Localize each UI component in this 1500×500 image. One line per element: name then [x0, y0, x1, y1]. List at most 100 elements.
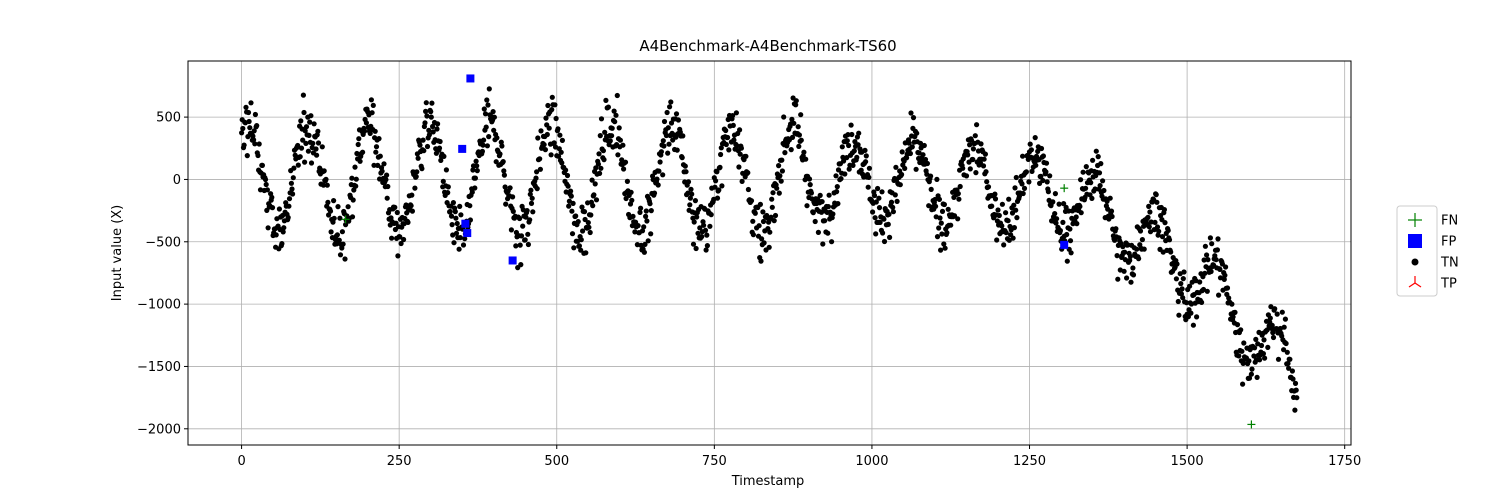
- tn-point: [759, 236, 765, 242]
- tn-point: [438, 157, 444, 163]
- tn-point: [1003, 230, 1009, 236]
- tn-point: [777, 173, 783, 179]
- tn-point: [384, 195, 390, 201]
- tn-point: [673, 111, 680, 117]
- tn-point: [424, 113, 430, 119]
- tn-point: [1067, 226, 1073, 232]
- tn-point: [458, 212, 464, 218]
- tn-point: [972, 133, 978, 139]
- tn-point: [769, 204, 775, 210]
- tn-point: [1165, 227, 1171, 234]
- tn-point: [549, 107, 555, 113]
- tn-point: [518, 262, 524, 268]
- tn-point: [865, 184, 871, 190]
- tn-point: [1159, 234, 1166, 240]
- tn-point: [602, 129, 608, 135]
- tn-point: [462, 236, 468, 242]
- tn-point: [1241, 340, 1247, 346]
- tn-point: [481, 137, 487, 143]
- tn-point: [624, 178, 631, 184]
- tn-point: [1230, 314, 1236, 320]
- tn-point: [587, 229, 593, 236]
- tn-point: [872, 215, 878, 221]
- tn-point: [354, 150, 360, 157]
- tn-point: [305, 148, 311, 154]
- tn-point: [1229, 301, 1235, 307]
- y-tick-label: 500: [156, 111, 181, 126]
- tn-point: [1121, 268, 1127, 274]
- tn-point: [276, 206, 282, 212]
- tn-point: [1153, 192, 1159, 198]
- tn-point: [597, 133, 603, 139]
- tn-point: [367, 130, 373, 136]
- tn-point: [454, 220, 460, 227]
- tn-point: [815, 229, 822, 235]
- tn-point: [522, 237, 528, 243]
- tn-point: [920, 152, 926, 158]
- tn-point: [957, 183, 963, 190]
- tn-point: [397, 234, 403, 240]
- tn-point: [1251, 353, 1257, 359]
- tn-point: [850, 162, 856, 168]
- tn-point: [924, 160, 931, 167]
- tn-point: [467, 203, 473, 209]
- tn-point: [928, 173, 934, 179]
- tn-point: [1209, 241, 1215, 247]
- tn-point: [1052, 211, 1058, 217]
- tn-point: [389, 235, 395, 241]
- tn-point: [803, 156, 809, 162]
- tn-point: [513, 243, 519, 249]
- tn-point: [697, 225, 703, 231]
- tn-point: [413, 174, 419, 180]
- tn-point: [569, 208, 575, 214]
- tn-point: [592, 181, 598, 187]
- tn-point: [1239, 348, 1245, 354]
- tn-point: [507, 185, 513, 191]
- tn-point: [586, 224, 592, 230]
- tn-point: [1128, 279, 1134, 285]
- tn-point: [494, 135, 500, 141]
- tn-point: [441, 153, 447, 159]
- tn-point: [355, 141, 361, 148]
- tn-point: [866, 165, 873, 171]
- tn-point: [871, 192, 878, 199]
- tn-point: [1178, 281, 1184, 287]
- tn-point: [1236, 353, 1242, 359]
- tn-point: [349, 175, 355, 181]
- tn-point: [473, 158, 479, 164]
- tn-point: [1202, 270, 1208, 276]
- tn-point: [1257, 357, 1263, 363]
- tn-point: [804, 203, 810, 209]
- tn-point: [372, 128, 378, 134]
- tn-point: [879, 189, 885, 195]
- tn-point: [668, 99, 674, 105]
- tn-point: [529, 195, 535, 201]
- tn-point: [412, 185, 418, 191]
- fn-point: [1060, 184, 1069, 193]
- tn-point: [942, 245, 948, 251]
- tn-point: [893, 164, 899, 170]
- tn-point: [1175, 298, 1181, 305]
- tn-point: [1101, 187, 1107, 194]
- tn-point: [1003, 210, 1009, 216]
- tn-point: [490, 109, 496, 115]
- tn-point: [414, 169, 420, 175]
- tn-point: [548, 152, 554, 158]
- tn-point: [502, 184, 508, 190]
- tn-point: [499, 143, 505, 149]
- tn-point: [928, 186, 934, 192]
- tn-point: [1045, 189, 1051, 195]
- tn-point: [568, 193, 574, 199]
- tn-point: [288, 180, 294, 186]
- tn-point: [641, 249, 648, 255]
- tn-point: [605, 104, 612, 110]
- tn-point: [956, 196, 962, 202]
- tn-point: [667, 104, 673, 110]
- tn-point: [701, 222, 707, 228]
- tn-point: [1174, 261, 1180, 267]
- tn-point: [613, 112, 619, 118]
- tn-point: [308, 160, 315, 166]
- tn-point: [245, 109, 252, 116]
- tn-point: [426, 127, 432, 133]
- tn-point: [361, 128, 368, 134]
